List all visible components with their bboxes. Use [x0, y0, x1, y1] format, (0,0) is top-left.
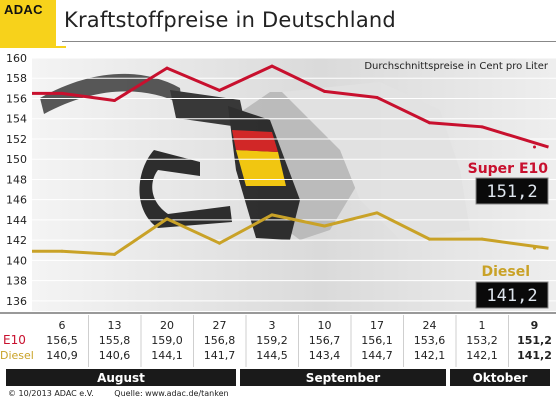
e10-price-cell: 156,7 [309, 334, 341, 347]
diesel-data-point [218, 241, 221, 245]
diesel-data-point [428, 237, 431, 241]
e10-row-label: E10 [3, 333, 26, 347]
diesel-price-cell: 140,9 [46, 349, 78, 362]
date-label: 6 [59, 319, 66, 332]
e10-price-display-value: 151,2 [486, 182, 537, 202]
diesel-price-cell: 142,1 [466, 349, 498, 362]
y-tick-label: 142 [6, 234, 27, 247]
diesel-row-label: Diesel [0, 349, 34, 362]
date-label: 17 [370, 319, 384, 332]
e10-price-cell: 153,2 [466, 334, 498, 347]
diesel-price-cell: 141,2 [517, 349, 552, 362]
diesel-data-point [323, 224, 326, 228]
y-tick-label: 146 [6, 194, 27, 207]
diesel-data-point [60, 249, 64, 253]
e10-data-point [218, 88, 221, 92]
date-label: 24 [423, 319, 437, 332]
y-tick-label: 136 [6, 295, 27, 308]
price-table: 6156,5140,913155,8140,620159,0144,127156… [46, 315, 552, 367]
e10-price-cell: 159,2 [256, 334, 288, 347]
e10-price-cell: 155,8 [99, 334, 131, 347]
series-lines [32, 64, 549, 256]
month-label: August [97, 371, 145, 385]
y-tick-label: 154 [6, 113, 27, 126]
month-band [240, 369, 446, 386]
diesel-data-point [113, 252, 116, 256]
y-tick-label: 158 [6, 72, 27, 85]
diesel-price-display-value: 141,2 [486, 286, 537, 306]
e10-price-cell: 159,0 [151, 334, 183, 347]
date-label: 13 [108, 319, 122, 332]
y-axis-ticks: 136 138 140 142 144 146 148 150 152 154 156 158 160 [6, 52, 27, 308]
svg-text:c: c [163, 169, 171, 184]
copyright-text: © 10/2013 ADAC e.V. [8, 389, 94, 398]
y-tick-label: 148 [6, 173, 27, 186]
diesel-data-point [165, 217, 169, 221]
date-label: 20 [160, 319, 174, 332]
e10-data-point [323, 89, 326, 93]
e10-series-label: Super E10 [468, 161, 549, 177]
y-tick-label: 140 [6, 254, 27, 267]
y-tick-label: 152 [6, 133, 27, 146]
e10-price-cell: 153,6 [414, 334, 446, 347]
diesel-price-cell: 143,4 [309, 349, 341, 362]
diesel-price-cell: 140,6 [99, 349, 131, 362]
e10-data-point [375, 95, 379, 99]
date-label: 1 [479, 319, 486, 332]
diesel-data-point [533, 246, 536, 250]
e10-price-cell: 156,1 [361, 334, 393, 347]
adac-logo: ADAC [0, 0, 56, 46]
y-tick-label: 156 [6, 92, 27, 105]
diesel-price-cell: 142,1 [414, 349, 446, 362]
adac-logo-text: ADAC [4, 2, 43, 17]
diesel-data-point [480, 237, 484, 241]
month-bands: August September Oktober [6, 369, 550, 386]
e10-price-cell: 156,8 [204, 334, 236, 347]
table-background [0, 312, 556, 368]
date-label: 9 [531, 319, 539, 332]
y-tick-label: 138 [6, 275, 27, 288]
e10-data-point [113, 99, 116, 103]
diesel-price-cell: 144,7 [361, 349, 393, 362]
date-label: 27 [213, 319, 227, 332]
e10-data-point [428, 121, 431, 125]
month-band [6, 369, 236, 386]
month-label: Oktober [473, 371, 528, 385]
e10-data-point [270, 64, 274, 68]
month-band [450, 369, 550, 386]
page-title: Kraftstoffpreise in Deutschland [64, 8, 396, 32]
e10-data-point [60, 91, 64, 95]
title-rule [62, 41, 556, 42]
logo-rule [0, 46, 66, 48]
chart-subtitle: Durchschnittspreise in Cent pro Liter [364, 61, 549, 72]
e10-data-point [165, 66, 169, 70]
e10-price-cell: 151,2 [517, 334, 552, 347]
month-label: September [306, 371, 380, 385]
footer: © 10/2013 ADAC e.V. Quelle: www.adac.de/… [8, 389, 247, 398]
y-tick-label: 160 [6, 52, 27, 65]
y-tick-label: 144 [6, 214, 27, 227]
e10-data-point [480, 125, 484, 129]
y-tick-label: 150 [6, 153, 27, 166]
date-label: 3 [269, 319, 276, 332]
diesel-price-cell: 141,7 [204, 349, 236, 362]
diesel-price-cell: 144,5 [256, 349, 288, 362]
diesel-price-display: 141,2 [475, 281, 549, 309]
source-text: Quelle: www.adac.de/tanken [114, 389, 229, 398]
diesel-series-label: Diesel [481, 264, 530, 280]
e10-price-display: 151,2 [475, 177, 549, 205]
diesel-data-point [270, 213, 274, 217]
diesel-price-cell: 144,1 [151, 349, 183, 362]
e10-data-point [533, 145, 536, 149]
e10-price-cell: 156,5 [46, 334, 78, 347]
diesel-data-point [375, 211, 379, 215]
date-label: 10 [318, 319, 332, 332]
